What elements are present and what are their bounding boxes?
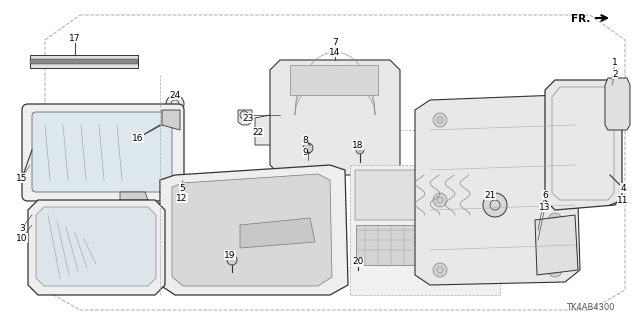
Text: 10: 10 (16, 234, 28, 243)
Polygon shape (120, 192, 148, 200)
Circle shape (433, 263, 447, 277)
Circle shape (483, 193, 507, 217)
Text: 3: 3 (19, 223, 25, 233)
Polygon shape (30, 55, 138, 68)
Polygon shape (355, 170, 492, 220)
Bar (290, 65, 378, 95)
Text: FR.: FR. (571, 14, 590, 24)
Polygon shape (255, 112, 290, 145)
FancyBboxPatch shape (32, 112, 172, 192)
Text: 1: 1 (612, 58, 618, 67)
Circle shape (227, 255, 237, 265)
Polygon shape (162, 110, 180, 130)
Text: 19: 19 (224, 251, 236, 260)
Bar (350, 165, 500, 295)
Text: 9: 9 (302, 148, 308, 156)
Text: 20: 20 (352, 258, 364, 267)
Circle shape (240, 111, 248, 119)
Polygon shape (415, 95, 580, 285)
Polygon shape (30, 59, 138, 64)
Polygon shape (535, 215, 578, 275)
Bar (356, 225, 416, 265)
Text: 16: 16 (132, 133, 144, 142)
Text: 15: 15 (16, 173, 28, 182)
Text: 18: 18 (352, 140, 364, 149)
Circle shape (433, 193, 447, 207)
Polygon shape (172, 174, 332, 286)
Text: 14: 14 (330, 47, 340, 57)
Circle shape (166, 95, 184, 113)
Polygon shape (160, 165, 348, 295)
Text: 5: 5 (179, 183, 185, 193)
Circle shape (548, 213, 562, 227)
Polygon shape (238, 110, 252, 125)
Polygon shape (270, 60, 400, 175)
Circle shape (433, 113, 447, 127)
Polygon shape (545, 80, 622, 210)
Text: 6: 6 (542, 190, 548, 199)
Text: 4: 4 (620, 183, 626, 193)
Text: 8: 8 (302, 135, 308, 145)
FancyBboxPatch shape (22, 104, 184, 201)
Text: 23: 23 (243, 114, 253, 123)
Text: 7: 7 (332, 37, 338, 46)
Circle shape (303, 143, 313, 153)
Polygon shape (605, 78, 630, 130)
Text: 2: 2 (612, 69, 618, 78)
Polygon shape (240, 218, 315, 248)
Text: 21: 21 (484, 190, 496, 199)
Text: 24: 24 (170, 91, 180, 100)
Text: 17: 17 (69, 34, 81, 43)
Circle shape (548, 123, 562, 137)
Text: 22: 22 (252, 127, 264, 137)
Text: 13: 13 (540, 203, 551, 212)
Circle shape (356, 146, 364, 154)
Text: 11: 11 (617, 196, 628, 204)
Polygon shape (28, 200, 165, 295)
Text: 12: 12 (176, 194, 188, 203)
Text: TK4AB4300: TK4AB4300 (566, 303, 614, 313)
Bar (298, 130, 518, 270)
Polygon shape (36, 207, 156, 286)
Circle shape (548, 263, 562, 277)
